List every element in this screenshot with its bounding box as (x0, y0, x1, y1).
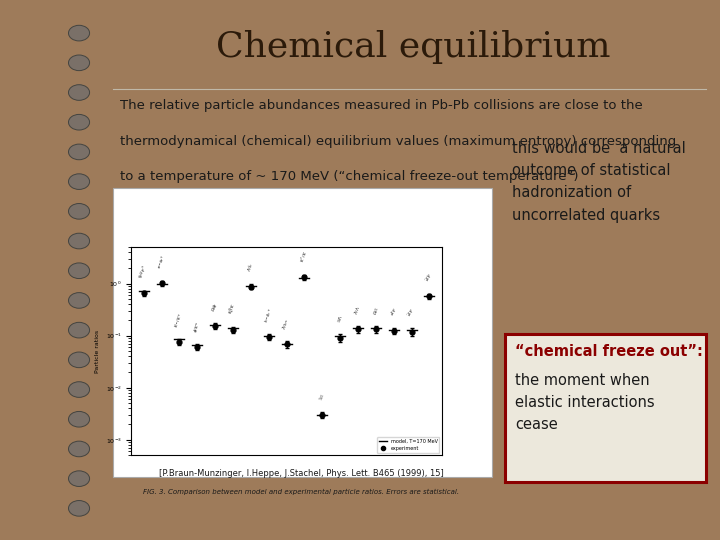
Text: $K^-/K^+$: $K^-/K^+$ (173, 312, 186, 329)
Text: The relative particle abundances measured in Pb-Pb collisions are close to the: The relative particle abundances measure… (120, 99, 643, 112)
Text: $\Omega/\Xi$: $\Omega/\Xi$ (371, 305, 381, 315)
Text: $\Omega/\phi$: $\Omega/\phi$ (210, 301, 220, 313)
Ellipse shape (68, 293, 89, 308)
Text: $\phi/K^-$: $\phi/K^-$ (192, 320, 203, 334)
Bar (505, 334, 706, 482)
Ellipse shape (68, 263, 89, 279)
Text: $\bar{d}/\bar{p}$: $\bar{d}/\bar{p}$ (424, 272, 435, 283)
Ellipse shape (68, 114, 89, 130)
Text: $K^0_s/K$: $K^0_s/K$ (226, 302, 240, 316)
Ellipse shape (68, 352, 89, 368)
Ellipse shape (68, 471, 89, 487)
Text: $(\bar{p})/p^+$: $(\bar{p})/p^+$ (137, 264, 150, 280)
Text: $\bar{d}/p$: $\bar{d}/p$ (406, 307, 417, 318)
Text: $h^-/h^+$: $h^-/h^+$ (263, 306, 275, 323)
Text: to a temperature of ~ 170 MeV (“chemical freeze-out temperature”): to a temperature of ~ 170 MeV (“chemical… (120, 170, 578, 183)
Text: $\Xi/\Lambda$: $\Xi/\Lambda$ (336, 314, 345, 325)
Text: $\bar{\Lambda}/\Lambda$: $\bar{\Lambda}/\Lambda$ (353, 305, 363, 315)
Text: FIG. 3. Comparison between model and experimental particle ratios. Errors are st: FIG. 3. Comparison between model and exp… (143, 489, 459, 495)
Text: $K^*/K$: $K^*/K$ (298, 249, 311, 264)
Ellipse shape (68, 85, 89, 100)
Ellipse shape (68, 174, 89, 190)
Text: $\bar{\Lambda}/h^-$: $\bar{\Lambda}/h^-$ (281, 318, 292, 331)
Ellipse shape (68, 233, 89, 249)
Text: thermodynamical (chemical) equilibrium values (maximum entropy) corresponding: thermodynamical (chemical) equilibrium v… (120, 134, 676, 148)
Text: $\Lambda/\bar{h}$: $\Lambda/\bar{h}$ (246, 262, 256, 273)
Ellipse shape (68, 382, 89, 397)
Y-axis label: Particle ratios: Particle ratios (95, 330, 100, 373)
Text: [P.Braun-Munzinger, I.Heppe, J.Stachel, Phys. Lett. B465 (1999), 15]: [P.Braun-Munzinger, I.Heppe, J.Stachel, … (158, 469, 444, 478)
Text: “chemical freeze out”:: “chemical freeze out”: (515, 344, 703, 359)
Text: this would be  a natural
outcome of statistical
hadronization of
uncorrelated qu: this would be a natural outcome of stati… (512, 141, 685, 222)
Ellipse shape (68, 25, 89, 41)
Ellipse shape (68, 322, 89, 338)
Text: Chemical equilibrium: Chemical equilibrium (216, 30, 611, 64)
Text: $\bar{\Xi}/\Xi$: $\bar{\Xi}/\Xi$ (318, 392, 328, 402)
Text: $d/p$: $d/p$ (389, 307, 399, 318)
Bar (113, 188, 492, 477)
Text: $\pi^-/\pi^+$: $\pi^-/\pi^+$ (156, 253, 168, 270)
Ellipse shape (68, 441, 89, 457)
Legend: model, T=170 MeV, experiment: model, T=170 MeV, experiment (377, 437, 439, 453)
Ellipse shape (68, 501, 89, 516)
Text: the moment when
elastic interactions
cease: the moment when elastic interactions cea… (515, 373, 654, 432)
Ellipse shape (68, 411, 89, 427)
Ellipse shape (68, 55, 89, 71)
Ellipse shape (68, 144, 89, 160)
Ellipse shape (68, 204, 89, 219)
